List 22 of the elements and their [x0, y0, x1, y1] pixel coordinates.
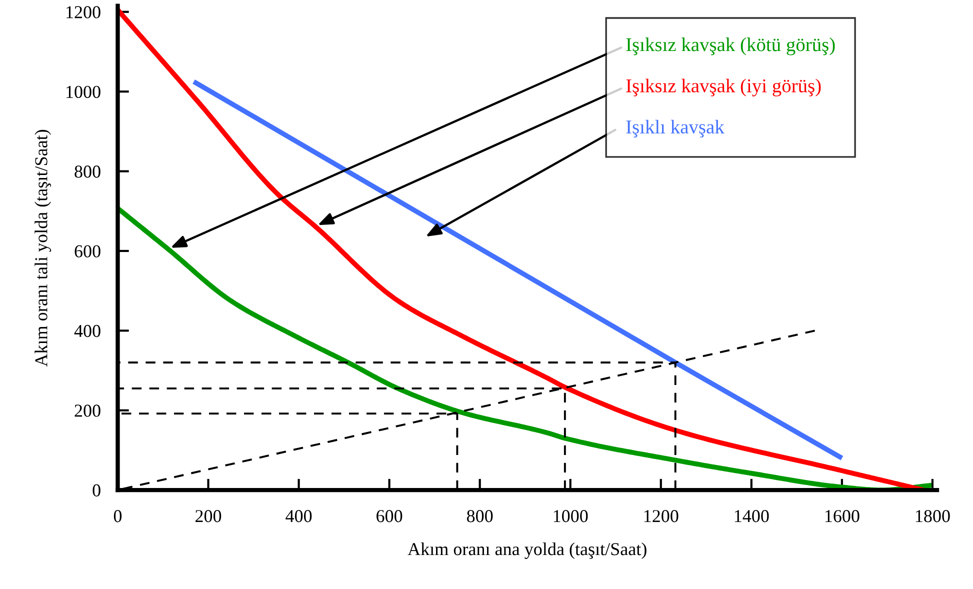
- y-tick-label: 400: [74, 324, 100, 338]
- y-tick-label: 1200: [66, 6, 100, 18]
- text: Işıksız kavşak (iyi görüş): [626, 78, 821, 96]
- text: Işıklı kavşak: [626, 120, 724, 138]
- x-tick-label: 600: [376, 510, 402, 522]
- x-axis-title: Akım oranı ana yolda (taşıt/Saat): [408, 542, 646, 559]
- x-tick-label: 400: [286, 510, 312, 522]
- x-tick-label: 0: [114, 510, 122, 522]
- x-tick-label: 200: [196, 510, 222, 522]
- x-tick-label: 1400: [734, 510, 769, 522]
- x-tick-label: 1600: [825, 510, 860, 522]
- y-tick-label: 0: [92, 484, 100, 496]
- x-tick-label: 1200: [644, 510, 678, 522]
- x-tick-label: 1800: [916, 510, 950, 522]
- x-tick-label: 800: [466, 510, 493, 522]
- x-tick-label: 1000: [554, 510, 588, 522]
- y-tick-label: 200: [74, 404, 100, 417]
- y-axis-title: Akım oranı tali yolda (taşıt/Saat): [34, 130, 52, 367]
- y-tick-label: 1000: [66, 86, 100, 98]
- y-tick-label: 800: [74, 166, 100, 178]
- y-tick-label: 600: [74, 245, 100, 258]
- text: Işıksız kavşak (kötü görüş): [626, 38, 835, 56]
